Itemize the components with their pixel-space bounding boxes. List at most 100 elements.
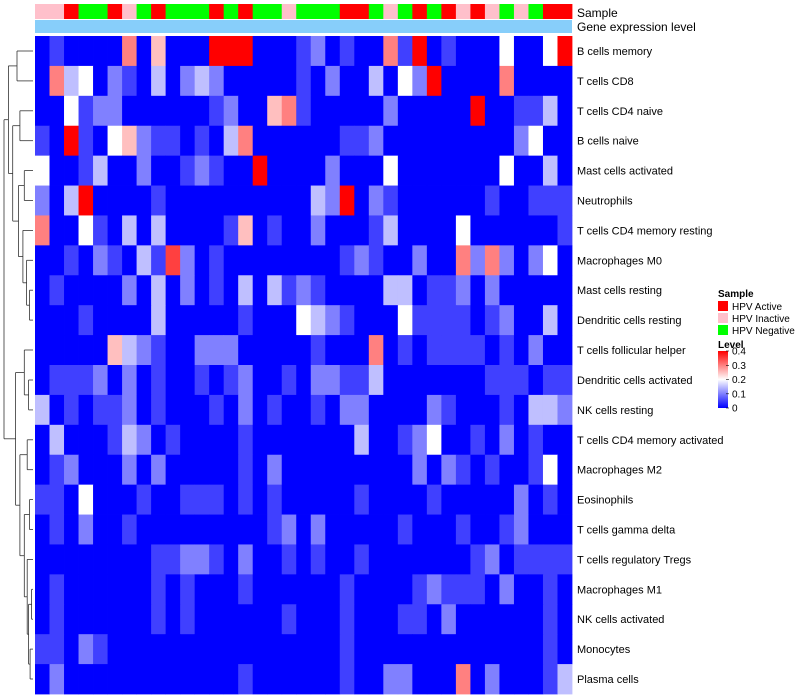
heatmap-cell [310, 65, 326, 97]
heatmap-cell [499, 484, 515, 515]
heatmap-cell [35, 634, 50, 665]
heatmap-cell [78, 394, 94, 426]
heatmap-cell [325, 664, 341, 695]
heatmap-cell [441, 574, 457, 605]
heatmap-cell [107, 275, 123, 306]
heatmap-cell [397, 305, 413, 336]
heatmap-cell [426, 245, 442, 276]
heatmap-cell [194, 544, 210, 575]
heatmap-cell [426, 275, 442, 306]
heatmap-cell [557, 574, 573, 605]
heatmap-cell [64, 155, 79, 186]
heatmap-cell [557, 125, 573, 157]
heatmap-cell [238, 604, 254, 635]
heatmap-cell [513, 634, 529, 665]
heatmap-cell [412, 155, 428, 186]
heatmap-cell [194, 664, 210, 695]
sample-legend-title: Sample [718, 289, 754, 300]
sample-annotation-cell [310, 4, 326, 19]
heatmap-cell [78, 335, 94, 366]
heatmap-cell [136, 305, 152, 336]
heatmap-cell [122, 305, 137, 336]
heatmap-cell [426, 454, 442, 486]
heatmap-cell [441, 365, 457, 396]
heatmap-cell [513, 155, 529, 186]
heatmap-cell [397, 544, 413, 575]
heatmap-cell [296, 245, 312, 276]
heatmap-cell [296, 275, 312, 306]
heatmap-cell [93, 245, 108, 276]
heatmap-cell [557, 335, 573, 366]
heatmap-cell [165, 305, 181, 336]
heatmap-cell [325, 394, 341, 426]
heatmap-cell [368, 574, 384, 605]
heatmap-cell [397, 335, 413, 366]
heatmap-cell [484, 544, 500, 575]
heatmap-cell [209, 544, 225, 575]
heatmap-cell [325, 155, 341, 186]
heatmap-cell [383, 514, 399, 545]
heatmap-cell [78, 155, 94, 186]
heatmap-cell [470, 514, 486, 545]
heatmap-cell [542, 664, 558, 695]
heatmap-cell [397, 574, 413, 605]
sample-annotation-cell [281, 4, 297, 19]
heatmap-cell [209, 335, 225, 366]
heatmap-cell [78, 604, 94, 635]
sample-annotation-track [35, 4, 573, 19]
heatmap-cell [368, 514, 384, 545]
heatmap-cell [180, 125, 196, 157]
heatmap-cell [64, 95, 79, 127]
sample-annotation-cell [513, 4, 529, 19]
heatmap-cell [64, 484, 79, 515]
heatmap-cell [455, 305, 471, 336]
heatmap-cell [542, 215, 558, 246]
sample-annotation-cell [441, 4, 457, 19]
heatmap-cell [368, 664, 384, 695]
heatmap-cell [209, 604, 225, 635]
heatmap-cell [542, 65, 558, 97]
heatmap-cell [35, 574, 50, 605]
heatmap-cell [136, 394, 152, 426]
heatmap-cell [528, 245, 544, 276]
heatmap-cell [151, 365, 167, 396]
heatmap-cell [35, 245, 50, 276]
heatmap-cell [383, 275, 399, 306]
heatmap-cell [441, 215, 457, 246]
heatmap-cell [78, 424, 94, 456]
heatmap-cell [325, 544, 341, 575]
heatmap-cell [136, 215, 152, 246]
heatmap-cell [35, 544, 50, 575]
row-label: T cells follicular helper [577, 345, 686, 357]
heatmap-cell [368, 365, 384, 396]
heatmap-cell [209, 95, 225, 127]
level-tick-label: 0.3 [732, 361, 746, 372]
heatmap-cell [557, 95, 573, 127]
heatmap-cell [412, 185, 428, 216]
heatmap-cell [412, 95, 428, 127]
heatmap-cell [368, 484, 384, 515]
heatmap-cell [368, 394, 384, 426]
heatmap-cell [281, 125, 297, 157]
heatmap-cell [194, 305, 210, 336]
heatmap-cell [281, 215, 297, 246]
heatmap-cell [470, 634, 486, 665]
heatmap-cell [542, 245, 558, 276]
heatmap-cell [528, 155, 544, 186]
heatmap-cell [441, 604, 457, 635]
sample-annotation-cell [354, 4, 370, 19]
heatmap-cell [412, 305, 428, 336]
heatmap-cell [136, 36, 152, 67]
heatmap-cell [383, 484, 399, 515]
row-label: Macrophages M2 [577, 465, 662, 477]
heatmap-cell [310, 634, 326, 665]
heatmap-cell [557, 365, 573, 396]
heatmap-cell [339, 544, 355, 575]
heatmap-cell [325, 125, 341, 157]
sample-annotation-cell [35, 4, 50, 19]
heatmap-cell [513, 514, 529, 545]
heatmap-cell [151, 514, 167, 545]
heatmap-cell [557, 65, 573, 97]
heatmap-cell [165, 574, 181, 605]
heatmap-cell [397, 484, 413, 515]
